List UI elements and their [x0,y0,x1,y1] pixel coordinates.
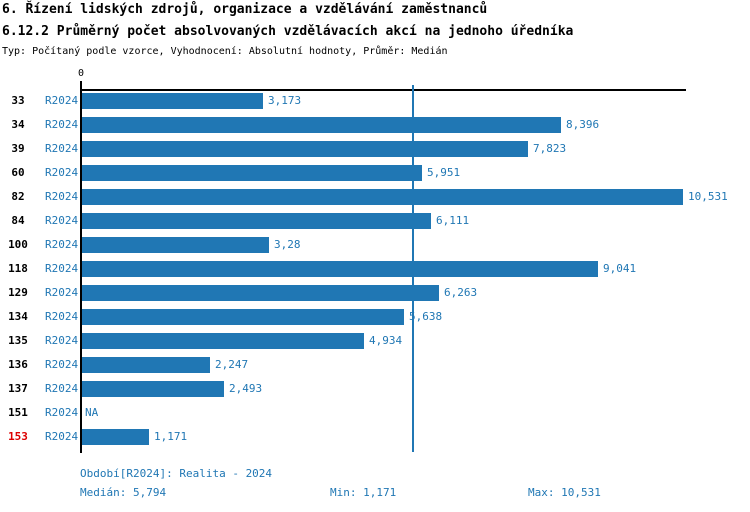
bar [82,429,149,445]
bar-value-label: 8,396 [566,118,600,131]
footer-max-stat: Max: 10,531 [528,486,601,499]
y-axis-line [80,89,82,453]
bar [82,333,364,349]
bar [82,309,404,325]
bar [82,381,224,397]
bar [82,213,431,229]
bar [82,141,528,157]
footer-period: Období[R2024]: Realita - 2024 [80,467,273,480]
bar-value-label: 10,531 [688,190,728,203]
row-category-label: 84 [11,214,25,227]
row-series-label: R2024 [45,238,79,251]
row-series-label: R2024 [45,406,79,419]
row-series-label: R2024 [45,94,79,107]
bar-value-label: 6,263 [444,286,478,299]
chart-row: 33 R2024 3,173 [0,93,750,109]
row-category-label: 100 [8,238,28,251]
row-category-label: 34 [11,118,25,131]
chart-row: 39 R2024 7,823 [0,141,750,157]
chart-title-line2: 6.12.2 Průměrný počet absolvovaných vzdě… [2,24,574,39]
bar-value-label: 6,111 [436,214,470,227]
chart-row: 60 R2024 5,951 [0,165,750,181]
bar [82,117,561,133]
chart-row: 84 R2024 6,111 [0,213,750,229]
row-series-label: R2024 [45,166,79,179]
chart-row: 100 R2024 3,28 [0,237,750,253]
chart-meta-line: Typ: Počítaný podle vzorce, Vyhodnocení:… [2,46,448,57]
chart-row: 118 R2024 9,041 [0,261,750,277]
row-series-label: R2024 [45,142,79,155]
row-category-label: 137 [8,382,28,395]
row-category-label: 60 [11,166,25,179]
row-category-label: 151 [8,406,28,419]
bar-value-label: 2,493 [229,382,263,395]
chart-row: 137 R2024 2,493 [0,381,750,397]
row-category-label: 153 [8,430,28,443]
chart-row: 129 R2024 6,263 [0,285,750,301]
chart-row: 136 R2024 2,247 [0,357,750,373]
row-series-label: R2024 [45,310,79,323]
row-series-label: R2024 [45,382,79,395]
row-series-label: R2024 [45,214,79,227]
row-category-label: 134 [8,310,28,323]
bar [82,165,422,181]
row-category-label: 135 [8,334,28,347]
bar-value-label: 7,823 [533,142,567,155]
bar [82,93,263,109]
row-series-label: R2024 [45,430,79,443]
row-category-label: 82 [11,190,25,203]
bar-value-label: 3,173 [268,94,302,107]
row-category-label: 39 [11,142,25,155]
chart-row: 134 R2024 5,638 [0,309,750,325]
chart-row: 153 R2024 1,171 [0,429,750,445]
footer-median-stat: Medián: 5,794 [80,486,167,499]
bar [82,237,269,253]
chart-row: 135 R2024 4,934 [0,333,750,349]
bar-value-label: 3,28 [274,238,301,251]
row-series-label: R2024 [45,190,79,203]
bar-value-label: 4,934 [369,334,403,347]
bar-value-label: 5,951 [427,166,461,179]
chart-title-line1: 6. Řízení lidských zdrojů, organizace a … [2,2,488,17]
chart-row: 151 R2024 NA [0,405,750,421]
bar [82,261,598,277]
x-axis-zero-tick-mark [80,81,82,90]
bar-value-label: NA [85,406,99,419]
row-category-label: 118 [8,262,28,275]
row-category-label: 33 [11,94,25,107]
bar-value-label: 5,638 [409,310,443,323]
chart-row: 82 R2024 10,531 [0,189,750,205]
chart-page: 6. Řízení lidských zdrojů, organizace a … [0,2,750,499]
x-axis-zero-tick-label: 0 [77,68,85,79]
row-series-label: R2024 [45,358,79,371]
bar-value-label: 9,041 [603,262,637,275]
bar [82,285,439,301]
bar [82,189,683,205]
row-category-label: 129 [8,286,28,299]
row-series-label: R2024 [45,334,79,347]
chart-row: 34 R2024 8,396 [0,117,750,133]
row-category-label: 136 [8,358,28,371]
row-series-label: R2024 [45,118,79,131]
bar [82,357,210,373]
x-axis-line [80,89,686,91]
bar-value-label: 1,171 [154,430,188,443]
footer-min-stat: Min: 1,171 [330,486,397,499]
row-series-label: R2024 [45,262,79,275]
bar-value-label: 2,247 [215,358,249,371]
row-series-label: R2024 [45,286,79,299]
